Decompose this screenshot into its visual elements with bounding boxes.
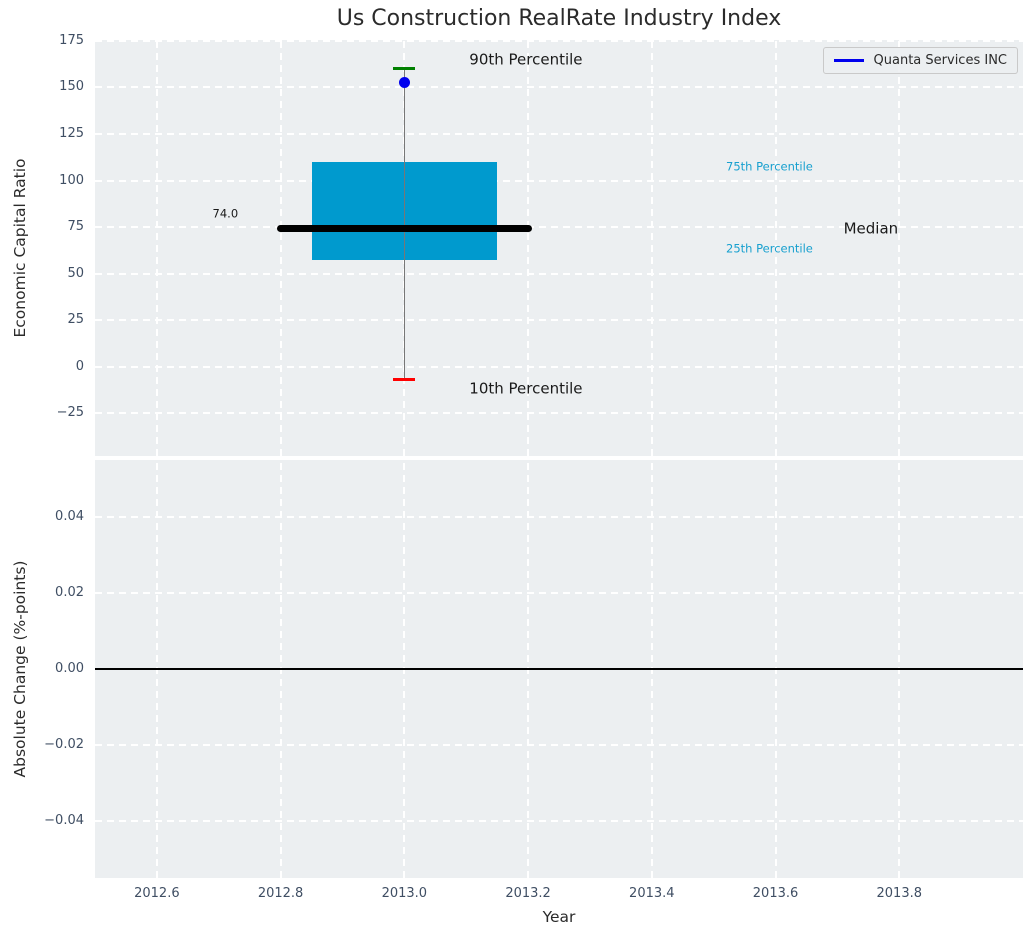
p90-cap xyxy=(393,67,416,71)
y-tick-label: −0.04 xyxy=(44,813,84,828)
x-tick-label: 2013.6 xyxy=(752,886,799,901)
gridline-h xyxy=(95,272,1023,275)
gridline-h xyxy=(95,744,1023,746)
y-tick-label: 0.02 xyxy=(55,585,84,600)
gridline-h xyxy=(95,179,1023,182)
legend-line-icon xyxy=(833,59,864,62)
legend: Quanta Services INC xyxy=(822,47,1018,74)
x-tick-label: 2013.4 xyxy=(629,886,675,901)
whisker-line xyxy=(403,68,405,380)
y-tick-label: 125 xyxy=(59,125,84,141)
annotation-74-0: 74.0 xyxy=(212,206,239,221)
y-tick-label: 50 xyxy=(67,265,84,281)
gridline-h xyxy=(95,86,1023,89)
annotation-median: Median xyxy=(843,219,899,238)
annotation-25th-percentile: 25th Percentile xyxy=(726,241,813,256)
x-tick-label: 2013.2 xyxy=(505,886,551,901)
y-tick-label: 0 xyxy=(75,358,84,374)
p10-cap xyxy=(393,378,416,382)
x-axis-label: Year xyxy=(542,908,576,926)
y-tick-label: 0.00 xyxy=(55,661,84,676)
gridline-h xyxy=(95,132,1023,135)
y-tick-label: 0.04 xyxy=(55,509,84,524)
gridline-h xyxy=(95,365,1023,368)
gridline-v xyxy=(774,40,777,456)
legend-label: Quanta Services INC xyxy=(873,53,1007,68)
x-tick-label: 2013.0 xyxy=(381,886,428,901)
x-tick-label: 2013.8 xyxy=(876,886,923,901)
y-tick-label: 100 xyxy=(59,172,84,188)
annotation-10th-percentile: 10th Percentile xyxy=(469,379,583,398)
gridline-h xyxy=(95,319,1023,322)
gridline-h xyxy=(95,412,1023,415)
gridline-h xyxy=(95,592,1023,594)
x-tick-label: 2012.8 xyxy=(257,886,304,901)
y-tick-label: 75 xyxy=(67,219,84,235)
y-tick-label: 150 xyxy=(59,79,84,95)
gridline-v xyxy=(650,40,653,456)
gridline-h xyxy=(95,820,1023,822)
y-tick-label: −25 xyxy=(56,405,84,421)
chart-title: Us Construction RealRate Industry Index xyxy=(336,6,782,31)
annotation-90th-percentile: 90th Percentile xyxy=(469,50,583,69)
median-line xyxy=(277,225,532,233)
gridline-h xyxy=(95,39,1023,42)
gridline-v xyxy=(527,40,530,456)
x-tick-label: 2012.6 xyxy=(134,886,180,901)
top-axes: Quanta Services INC xyxy=(95,39,1023,456)
gridline-v xyxy=(155,40,158,456)
gridline-v xyxy=(898,40,901,456)
gridline-v xyxy=(279,40,282,456)
y-tick-label: 25 xyxy=(67,312,84,328)
y-tick-label: 175 xyxy=(59,32,84,48)
y-tick-label: −0.02 xyxy=(44,737,84,752)
bottom-axes xyxy=(95,460,1023,878)
company-point-marker xyxy=(398,77,410,89)
gridline-h xyxy=(95,226,1023,229)
annotation-75th-percentile: 75th Percentile xyxy=(726,159,813,174)
zero-line xyxy=(95,668,1023,670)
gridline-h xyxy=(95,516,1023,518)
